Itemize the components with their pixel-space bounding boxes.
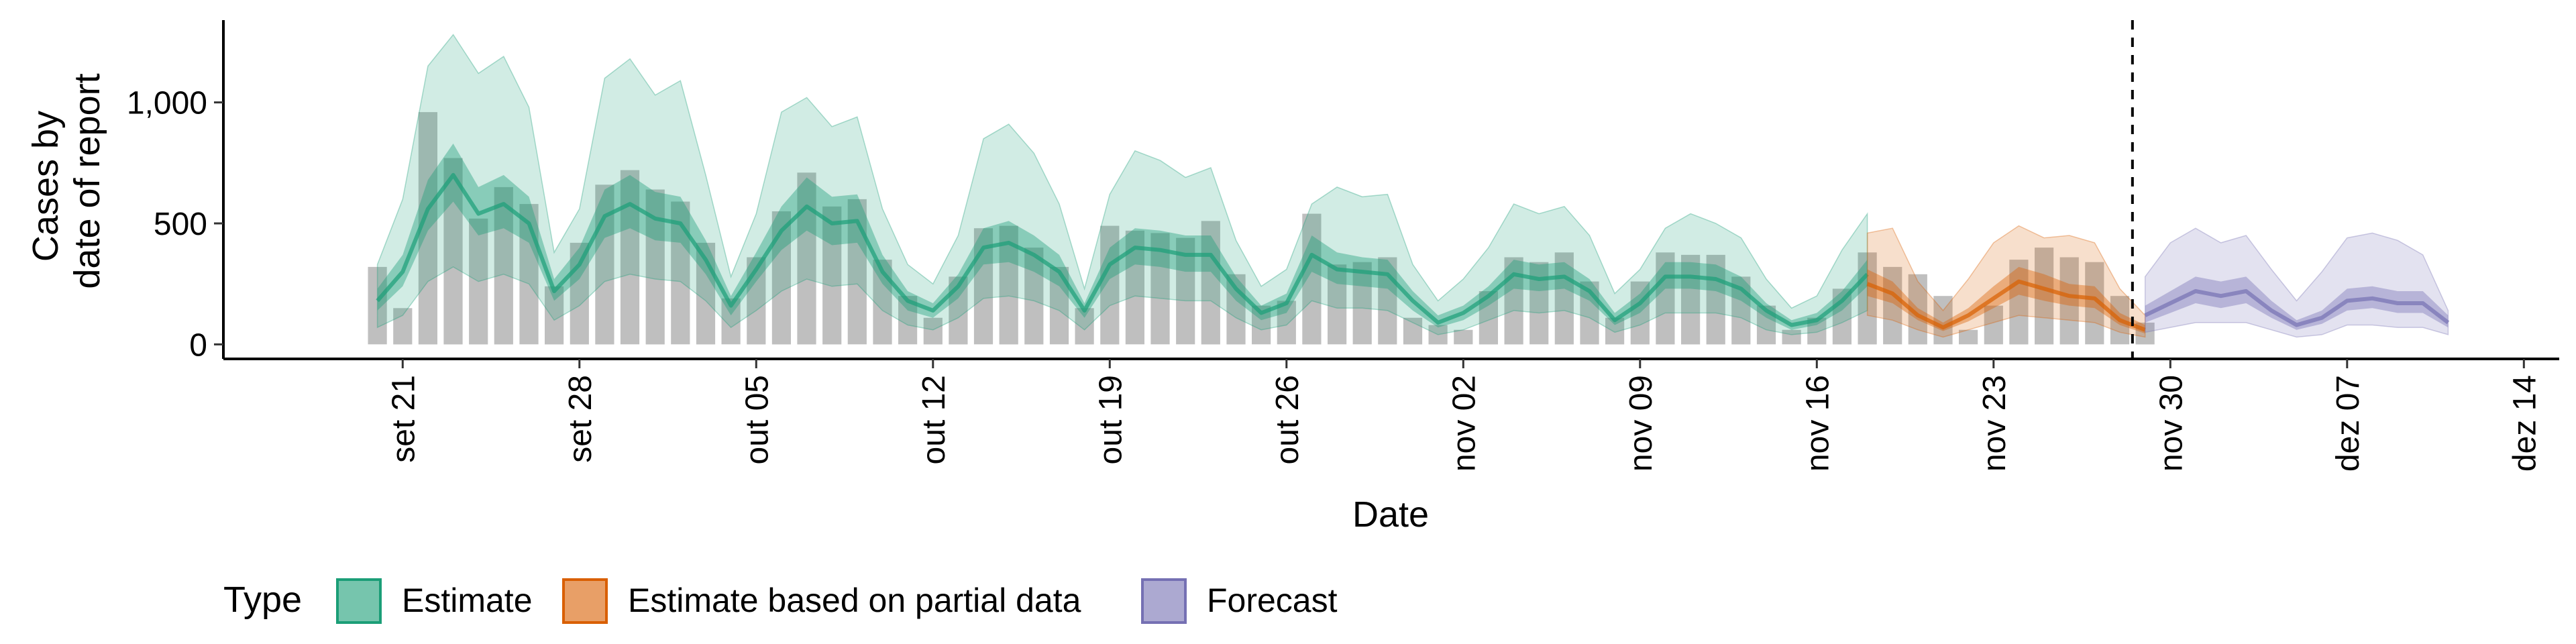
reported-cases-bar xyxy=(545,286,564,345)
reported-cases-bar xyxy=(469,218,488,345)
x-tick-label: dez 14 xyxy=(2507,375,2542,472)
legend-label: Forecast xyxy=(1207,582,1338,619)
reported-cases-bar xyxy=(1681,254,1701,345)
legend-label: Estimate xyxy=(402,582,533,619)
estimate-based-on-partial-data-90-band xyxy=(1866,225,2146,338)
estimate-90-band xyxy=(376,34,1868,335)
estimate-based-on-partial-data-50-band xyxy=(1867,266,2145,334)
reported-cases-bar xyxy=(570,242,589,345)
reported-cases-bar xyxy=(494,186,513,345)
reported-cases-bar xyxy=(1352,262,1372,345)
x-axis-title: Date xyxy=(1352,494,1429,535)
x-tick-label: nov 23 xyxy=(1977,375,2012,472)
reported-cases-bar xyxy=(1883,266,1902,345)
x-tick-label: out 19 xyxy=(1093,375,1128,464)
forecast-90-band xyxy=(2144,227,2449,338)
reported-cases-bar xyxy=(1454,329,1473,345)
reported-cases-bar xyxy=(1554,252,1574,345)
estimate-50-band xyxy=(377,144,1868,330)
legend-label: Estimate based on partial data xyxy=(628,582,1081,619)
reported-cases-bar xyxy=(1024,248,1044,345)
x-tick-label: nov 02 xyxy=(1446,375,1482,472)
reported-cases-bar xyxy=(1656,252,1675,345)
x-tick-label: set 28 xyxy=(563,375,598,463)
reported-cases-bar xyxy=(797,172,816,345)
x-tick-label: out 12 xyxy=(916,375,952,464)
legend-key-swatch xyxy=(1141,578,1187,624)
reported-cases-bar xyxy=(1100,225,1120,345)
reported-cases-bar xyxy=(822,206,842,345)
y-axis-title: Cases by date of report xyxy=(25,73,107,288)
estimate-based-on-partial-data-median-line xyxy=(1866,279,2146,332)
reported-cases-bar xyxy=(1630,281,1650,345)
x-tick-label: dez 07 xyxy=(2330,375,2366,472)
reported-cases-bar xyxy=(620,170,640,345)
reported-cases-bar xyxy=(1706,254,1725,345)
reported-cases-bar xyxy=(1075,308,1094,345)
plot-area xyxy=(368,20,2450,359)
y-axis-title-line-1: Cases by xyxy=(25,111,66,262)
reported-cases-bar xyxy=(1605,317,1625,345)
reported-cases-bar xyxy=(1504,257,1523,345)
legend: Type Estimate Estimate based on partial da… xyxy=(223,578,1338,624)
axes: 0 500 1,000 set 21 set 28 out 05 out 12 out 19 o… xyxy=(127,20,2559,472)
reported-cases-bar xyxy=(2009,260,2029,345)
reported-cases-bar xyxy=(393,308,413,345)
x-tick-label: nov 09 xyxy=(1623,375,1659,472)
legend-key-swatch xyxy=(336,578,382,624)
reported-cases-bar xyxy=(1201,221,1220,345)
legend-title: Type xyxy=(223,580,302,620)
y-tick-label: 1,000 xyxy=(127,86,207,121)
reported-cases-bar xyxy=(1277,301,1296,345)
reported-cases-bar xyxy=(1984,305,2003,345)
x-tick-label: nov 16 xyxy=(1800,375,1835,472)
y-tick-label: 0 xyxy=(189,327,207,363)
reported-cases-bar xyxy=(1933,296,1953,345)
reported-cases-bar xyxy=(1782,329,1801,345)
estimate-median-line xyxy=(376,172,1869,327)
x-tick-label: out 05 xyxy=(739,375,775,464)
y-tick-label: 500 xyxy=(154,207,207,242)
reported-cases-bar xyxy=(1428,325,1448,345)
x-tick-label: set 21 xyxy=(386,375,421,463)
reported-cases-bar xyxy=(923,317,943,345)
forecast-median-line xyxy=(2144,289,2450,327)
reported-cases-bar xyxy=(443,158,463,345)
reported-cases-bar xyxy=(1858,252,1877,345)
reported-cases-bar xyxy=(368,266,387,345)
reported-cases-bar xyxy=(1302,213,1322,345)
reported-cases-bar xyxy=(1959,329,1978,345)
forecast-50-band xyxy=(2145,276,2449,330)
reported-cases-bar xyxy=(1328,264,1347,345)
reported-cases-bar xyxy=(2035,248,2054,345)
reported-cases-bar xyxy=(1403,317,1423,345)
reported-cases-bar xyxy=(1529,262,1549,345)
y-axis-title-line-2: date of report xyxy=(67,73,107,288)
legend-key-swatch xyxy=(562,578,608,624)
reported-cases-bar xyxy=(2059,257,2079,345)
x-tick-label: out 26 xyxy=(1270,375,1305,464)
x-tick-label: nov 30 xyxy=(2153,375,2189,472)
